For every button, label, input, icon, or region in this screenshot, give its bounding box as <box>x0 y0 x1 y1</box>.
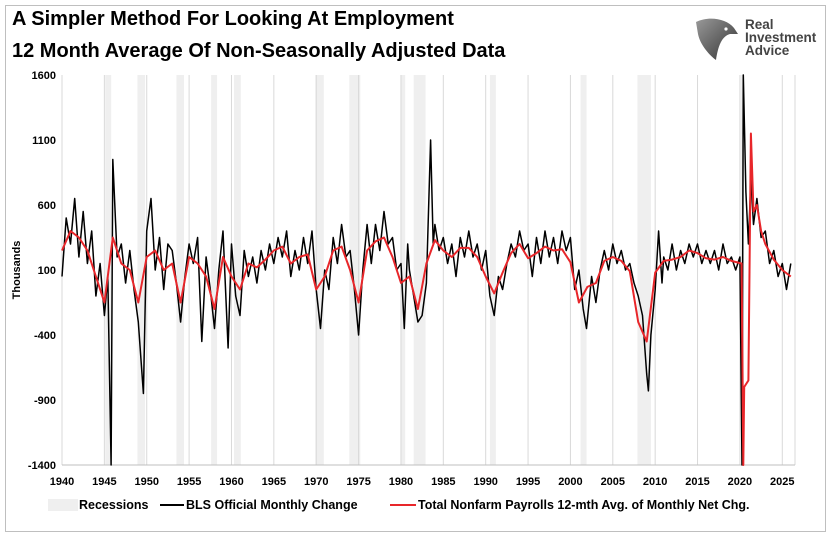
y-tick-label: -1400 <box>28 460 56 472</box>
x-tick-label: 1985 <box>431 476 455 488</box>
legend-label-avg: Total Nonfarm Payrolls 12-mth Avg. of Mo… <box>418 498 750 512</box>
logo-line: Advice <box>745 43 790 58</box>
y-tick-label: 100 <box>38 265 56 277</box>
recession-band <box>315 75 324 465</box>
x-tick-label: 1980 <box>389 476 413 488</box>
tick-labels: 1940 1945 1950 1955 1960 1965 1970 1975 1980 1985… <box>28 70 795 488</box>
x-tick-label: 1950 <box>134 476 158 488</box>
x-tick-label: 1955 <box>177 476 201 488</box>
recession-band <box>489 75 496 465</box>
logo-text: Real Investment Advice <box>745 17 817 58</box>
x-tick-label: 1975 <box>346 476 370 488</box>
x-tick-label: 1940 <box>50 476 74 488</box>
recession-band <box>211 75 218 465</box>
logo-line: Real <box>745 17 774 32</box>
y-tick-label: 1100 <box>32 135 56 147</box>
recession-band <box>637 75 651 465</box>
x-tick-label: 2005 <box>601 476 625 488</box>
eagle-head-icon <box>696 18 738 60</box>
recession-band <box>413 75 426 465</box>
series-lines <box>61 74 792 466</box>
series-line-bls-monthly <box>61 74 792 466</box>
recession-band <box>137 75 146 465</box>
x-tick-label: 1965 <box>262 476 286 488</box>
x-tick-label: 1990 <box>473 476 497 488</box>
y-tick-label: -400 <box>34 330 56 342</box>
logo-line: Investment <box>745 30 817 45</box>
x-tick-label: 1945 <box>92 476 116 488</box>
x-tick-label: 2000 <box>558 476 582 488</box>
y-axis-label: Thousands <box>11 241 23 300</box>
x-tick-label: 2025 <box>770 476 794 488</box>
chart-title: A Simpler Method For Looking At Employme… <box>12 8 454 30</box>
x-tick-label: 2020 <box>728 476 752 488</box>
x-tick-label: 2015 <box>685 476 709 488</box>
recession-band <box>234 75 241 465</box>
recession-band <box>580 75 587 465</box>
x-tick-label: 1970 <box>304 476 328 488</box>
recession-band <box>400 75 406 465</box>
y-tick-label: 1600 <box>32 70 56 82</box>
series-line-12mth-avg <box>61 132 792 466</box>
y-tick-label: 600 <box>38 200 56 212</box>
recession-band <box>176 75 185 465</box>
x-tick-label: 1995 <box>516 476 540 488</box>
legend-label-recessions: Recessions <box>79 498 149 512</box>
chart-subtitle: 12 Month Average Of Non-Seasonally Adjus… <box>12 40 506 62</box>
x-tick-label: 2010 <box>643 476 667 488</box>
legend-swatch-recessions <box>48 499 78 511</box>
y-tick-label: -900 <box>34 395 56 407</box>
x-tick-label: 1960 <box>219 476 243 488</box>
legend-label-bls: BLS Official Monthly Change <box>186 498 358 512</box>
legend: Recessions BLS Official Monthly Change T… <box>48 498 750 512</box>
chart-frame <box>5 5 826 532</box>
gridlines <box>61 75 796 466</box>
recession-band <box>349 75 361 465</box>
